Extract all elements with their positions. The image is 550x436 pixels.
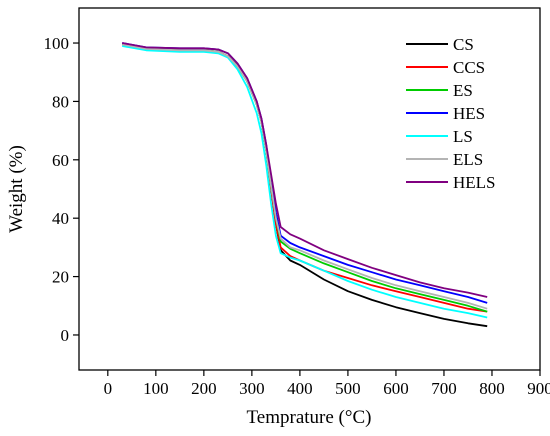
y-axis-title: Weight (%) xyxy=(6,145,27,233)
x-tick-label: 500 xyxy=(335,379,361,398)
x-tick-label: 200 xyxy=(191,379,217,398)
y-tick-label: 40 xyxy=(52,209,69,228)
x-tick-label: 700 xyxy=(431,379,457,398)
y-tick-label: 20 xyxy=(52,268,69,287)
y-tick-label: 100 xyxy=(44,34,70,53)
y-tick-label: 80 xyxy=(52,92,69,111)
legend-label: HELS xyxy=(453,173,496,192)
plot-frame xyxy=(78,7,541,371)
legend-label: HES xyxy=(453,104,485,123)
x-tick-label: 0 xyxy=(104,379,113,398)
x-tick-label: 900 xyxy=(527,379,550,398)
series-line-hels xyxy=(122,42,488,298)
legend-label: ELS xyxy=(453,150,483,169)
legend-label: ES xyxy=(453,81,473,100)
legend-label: CCS xyxy=(453,58,485,77)
x-axis-title: Temprature (°C) xyxy=(247,407,372,428)
series-line-els xyxy=(122,43,488,310)
y-tick-label: 0 xyxy=(61,326,70,345)
y-tick-label: 60 xyxy=(52,151,69,170)
x-tick-label: 100 xyxy=(143,379,169,398)
x-tick-label: 800 xyxy=(479,379,505,398)
x-tick-label: 300 xyxy=(239,379,265,398)
x-tick-label: 400 xyxy=(287,379,313,398)
series-line-ls xyxy=(122,45,488,319)
series-layer xyxy=(122,42,488,328)
legend-label: CS xyxy=(453,35,474,54)
tick-layer: 0 100 200 300 400 500 600 700 800 900 0 20 40 60 80 100 xyxy=(44,34,550,398)
legend: CS CCS ES HES LS ELS HELS xyxy=(406,35,496,192)
legend-label: LS xyxy=(453,127,473,146)
x-tick-label: 600 xyxy=(383,379,409,398)
